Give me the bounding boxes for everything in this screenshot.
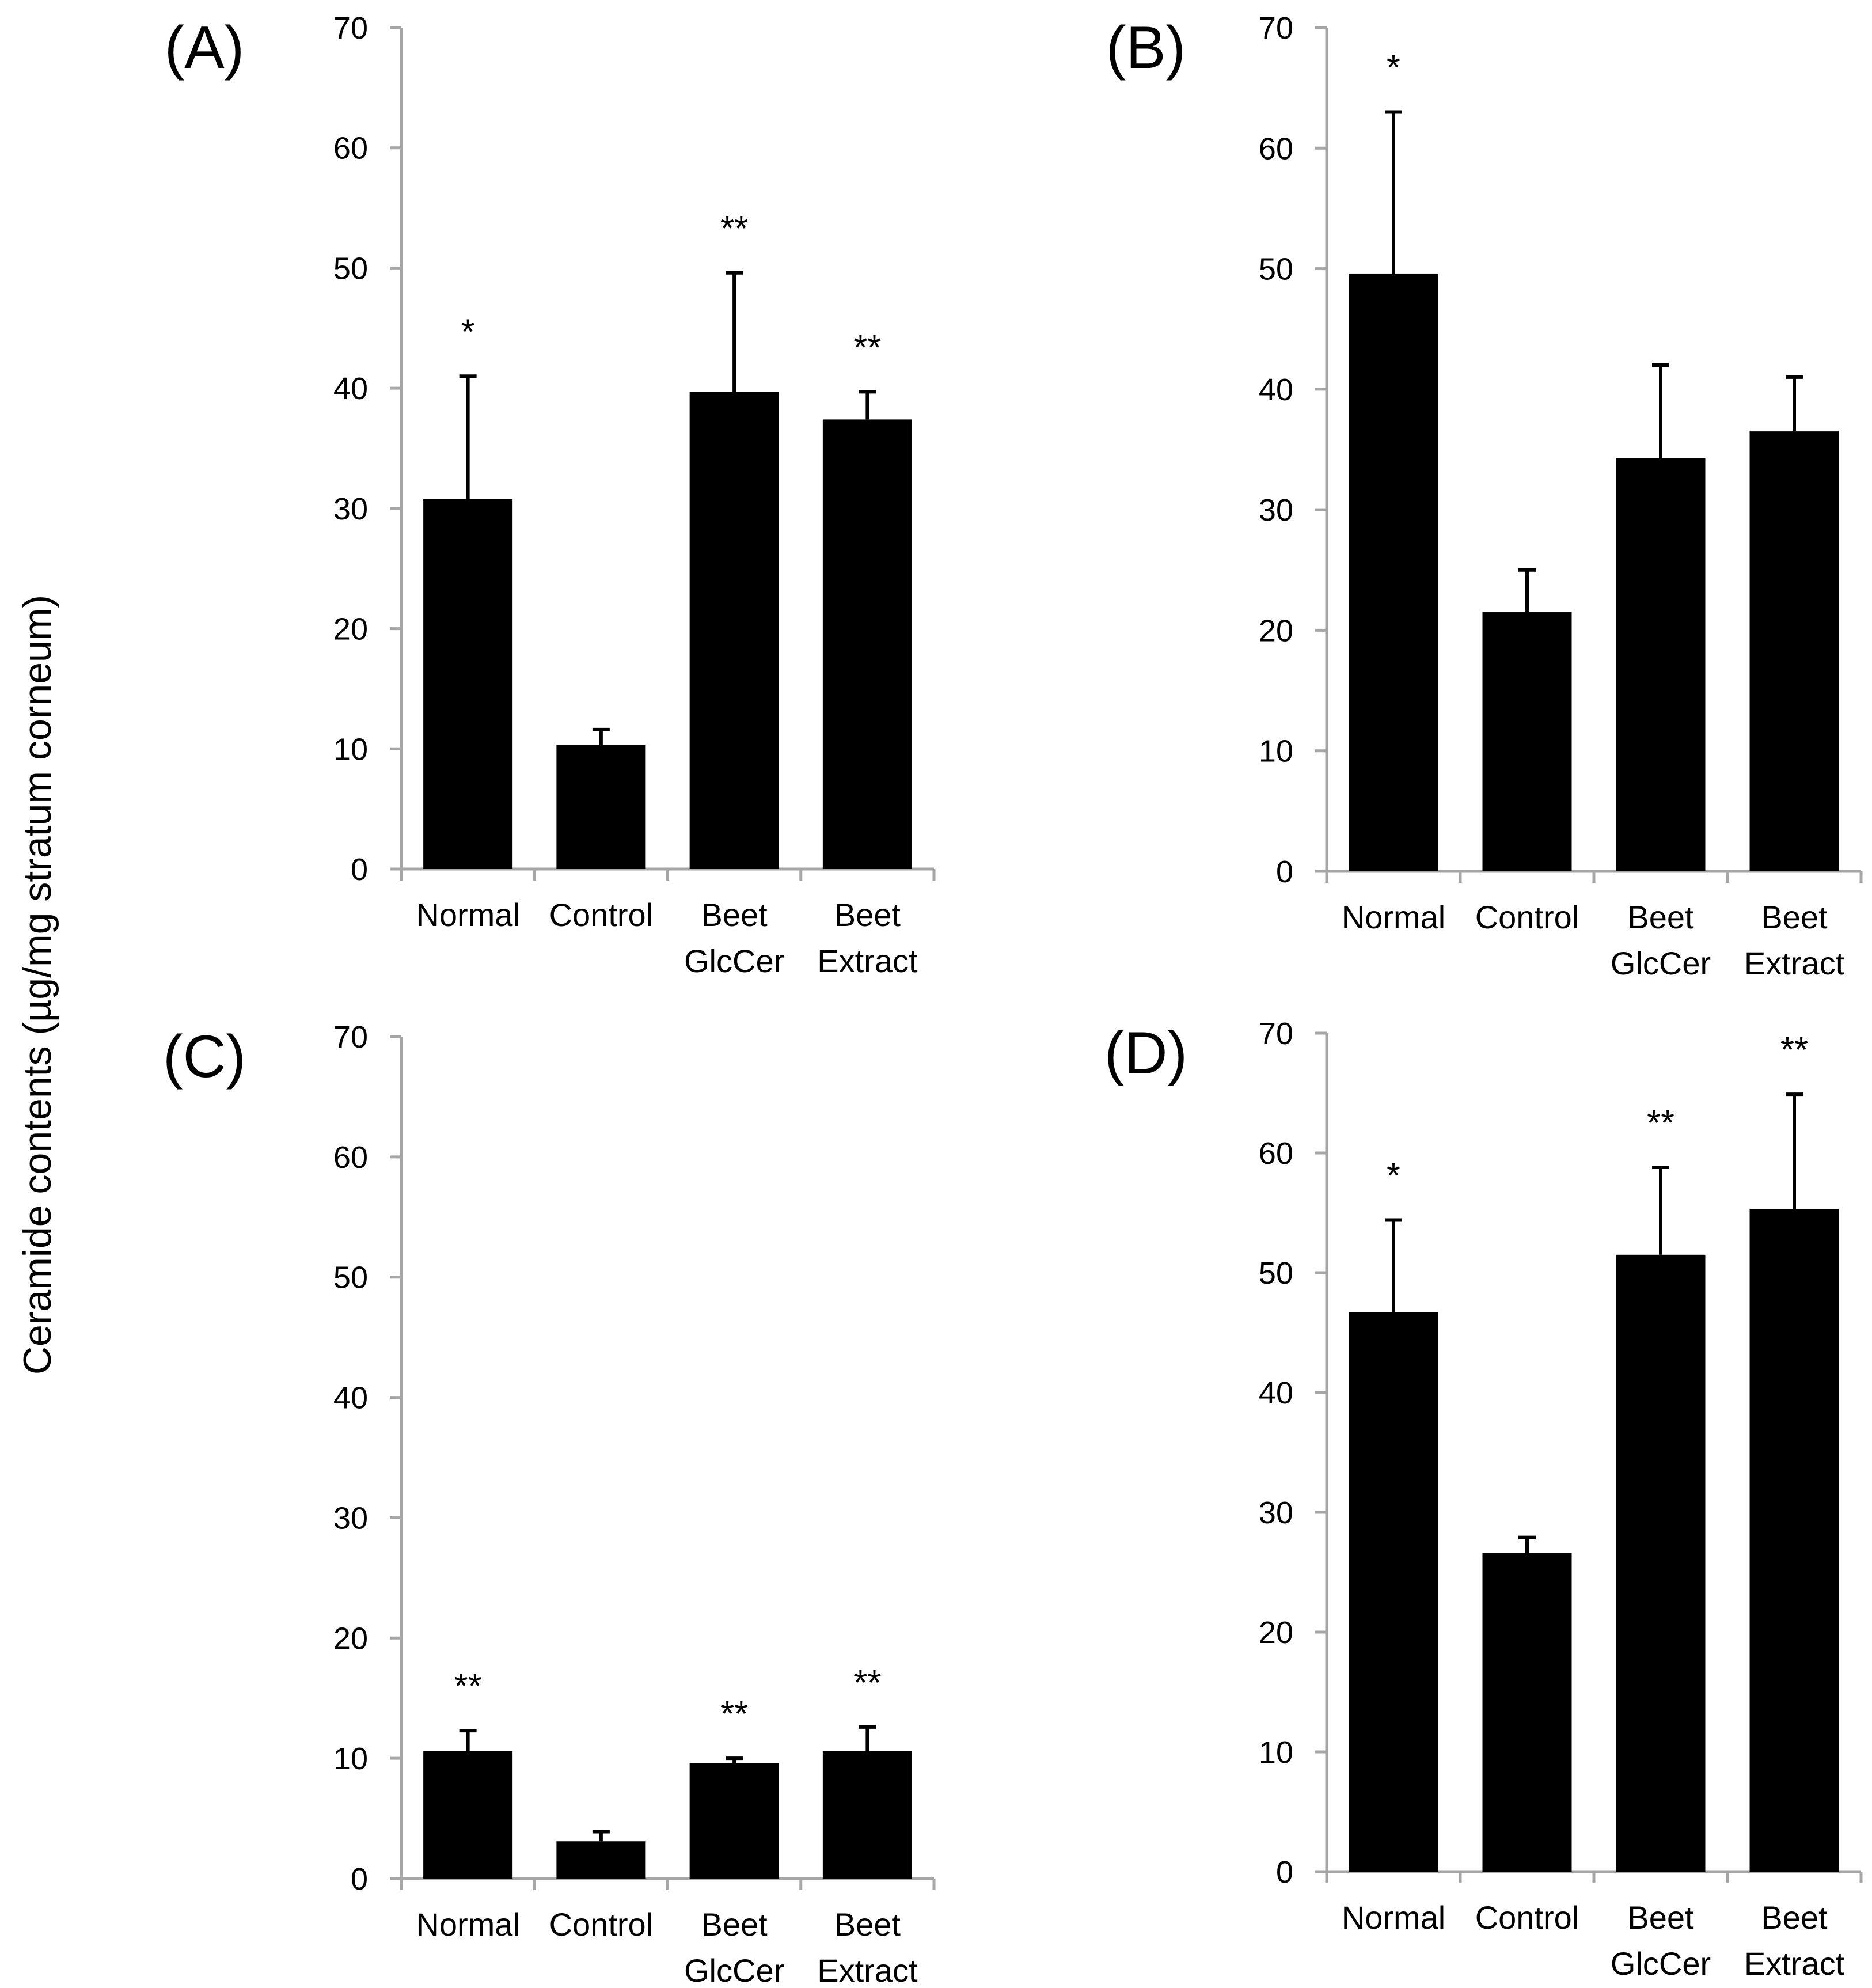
bar [689, 1763, 779, 1879]
category-label: Extract [1744, 1945, 1845, 1982]
y-tick-label: 60 [1259, 1136, 1293, 1171]
category-label: Control [1475, 899, 1579, 935]
panel-label: (B) [1106, 14, 1186, 81]
bar [423, 499, 513, 869]
category-label: GlcCer [1611, 945, 1711, 981]
category-label: Extract [1744, 945, 1845, 981]
bar [1482, 612, 1572, 871]
bar [1349, 1312, 1438, 1872]
chart-panel: (C) 0 10 20 30 40 50 60 70 ** Normal Control ** Beet G… [163, 1020, 936, 1988]
y-tick-label: 20 [333, 1621, 368, 1656]
y-tick-label: 40 [333, 371, 368, 406]
y-tick-label: 30 [333, 492, 368, 526]
y-tick-label: 30 [1259, 1496, 1293, 1530]
y-tick-label: 40 [333, 1381, 368, 1416]
y-tick-label: 10 [333, 732, 368, 767]
y-tick-label: 70 [333, 1020, 368, 1054]
bar [1749, 1209, 1839, 1872]
panel-label: (C) [163, 1023, 246, 1090]
y-tick-label: 60 [333, 131, 368, 166]
bar [1482, 1553, 1572, 1872]
y-tick-label: 20 [1259, 1615, 1293, 1650]
category-label: Control [549, 1906, 654, 1943]
significance-label: * [461, 312, 475, 352]
significance-label: ** [853, 328, 881, 367]
category-label: Beet [701, 897, 768, 933]
y-tick-label: 0 [1276, 855, 1293, 889]
panel-label: (D) [1104, 1020, 1187, 1087]
y-tick-label: 30 [1259, 493, 1293, 528]
category-label: Normal [416, 1906, 519, 1943]
y-tick-label: 70 [1259, 11, 1293, 45]
bar [822, 419, 912, 869]
y-tick-label: 10 [1259, 1735, 1293, 1770]
significance-label: ** [720, 209, 748, 249]
bar [1349, 273, 1438, 871]
chart-panel: (D) 0 10 20 30 40 50 60 70 * Normal Control ** Beet Gl… [1104, 1016, 1863, 1982]
significance-label: * [1387, 48, 1400, 88]
y-tick-label: 40 [1259, 1376, 1293, 1410]
category-label: Beet [701, 1906, 768, 1943]
y-tick-label: 20 [333, 612, 368, 647]
significance-label: ** [1780, 1030, 1808, 1070]
y-tick-label: 60 [333, 1140, 368, 1175]
chart-panel: (A) 0 10 20 30 40 50 60 70 * Normal Control ** Beet Gl… [165, 11, 936, 979]
bar [423, 1751, 513, 1879]
y-tick-label: 40 [1259, 373, 1293, 407]
category-label: GlcCer [684, 943, 784, 979]
significance-label: ** [1647, 1103, 1674, 1143]
category-label: GlcCer [684, 1952, 784, 1988]
category-label: Beet [1761, 1899, 1828, 1936]
category-label: Normal [416, 897, 519, 933]
y-tick-label: 50 [333, 251, 368, 286]
category-label: GlcCer [1611, 1945, 1711, 1982]
y-tick-label: 0 [1276, 1855, 1293, 1890]
y-tick-label: 70 [333, 11, 368, 45]
bar [1616, 1254, 1706, 1872]
y-tick-label: 70 [1259, 1016, 1293, 1051]
category-label: Extract [817, 1952, 918, 1988]
y-tick-label: 0 [351, 1862, 368, 1896]
category-label: Beet [1761, 899, 1828, 935]
y-tick-label: 0 [351, 852, 368, 887]
category-label: Normal [1342, 899, 1445, 935]
category-label: Control [549, 897, 654, 933]
category-label: Normal [1342, 1899, 1445, 1936]
category-label: Beet [834, 897, 901, 933]
y-tick-label: 10 [1259, 734, 1293, 769]
bar [1616, 458, 1706, 871]
panel-label: (A) [165, 14, 245, 81]
bar [1749, 431, 1839, 871]
y-tick-label: 60 [1259, 131, 1293, 166]
y-axis-title: Ceramide contents (µg/mg stratum corneum… [16, 595, 59, 1375]
bar [556, 1841, 646, 1879]
significance-label: ** [720, 1694, 748, 1734]
bar [556, 745, 646, 869]
category-label: Beet [1627, 899, 1694, 935]
chart-panel: (B) 0 10 20 30 40 50 60 70 * Normal Control Beet GlcC… [1106, 11, 1863, 981]
bar [822, 1751, 912, 1879]
y-tick-label: 50 [1259, 1256, 1293, 1291]
significance-label: ** [454, 1667, 481, 1706]
category-label: Control [1475, 1899, 1579, 1936]
category-label: Beet [1627, 1899, 1694, 1936]
significance-label: * [1387, 1156, 1400, 1196]
y-tick-label: 50 [1259, 252, 1293, 287]
y-tick-label: 30 [333, 1501, 368, 1535]
y-tick-label: 50 [333, 1261, 368, 1295]
category-label: Extract [817, 943, 918, 979]
y-tick-label: 20 [1259, 613, 1293, 648]
y-tick-label: 10 [333, 1742, 368, 1776]
bar [689, 392, 779, 869]
category-label: Beet [834, 1906, 901, 1943]
significance-label: ** [853, 1663, 881, 1703]
